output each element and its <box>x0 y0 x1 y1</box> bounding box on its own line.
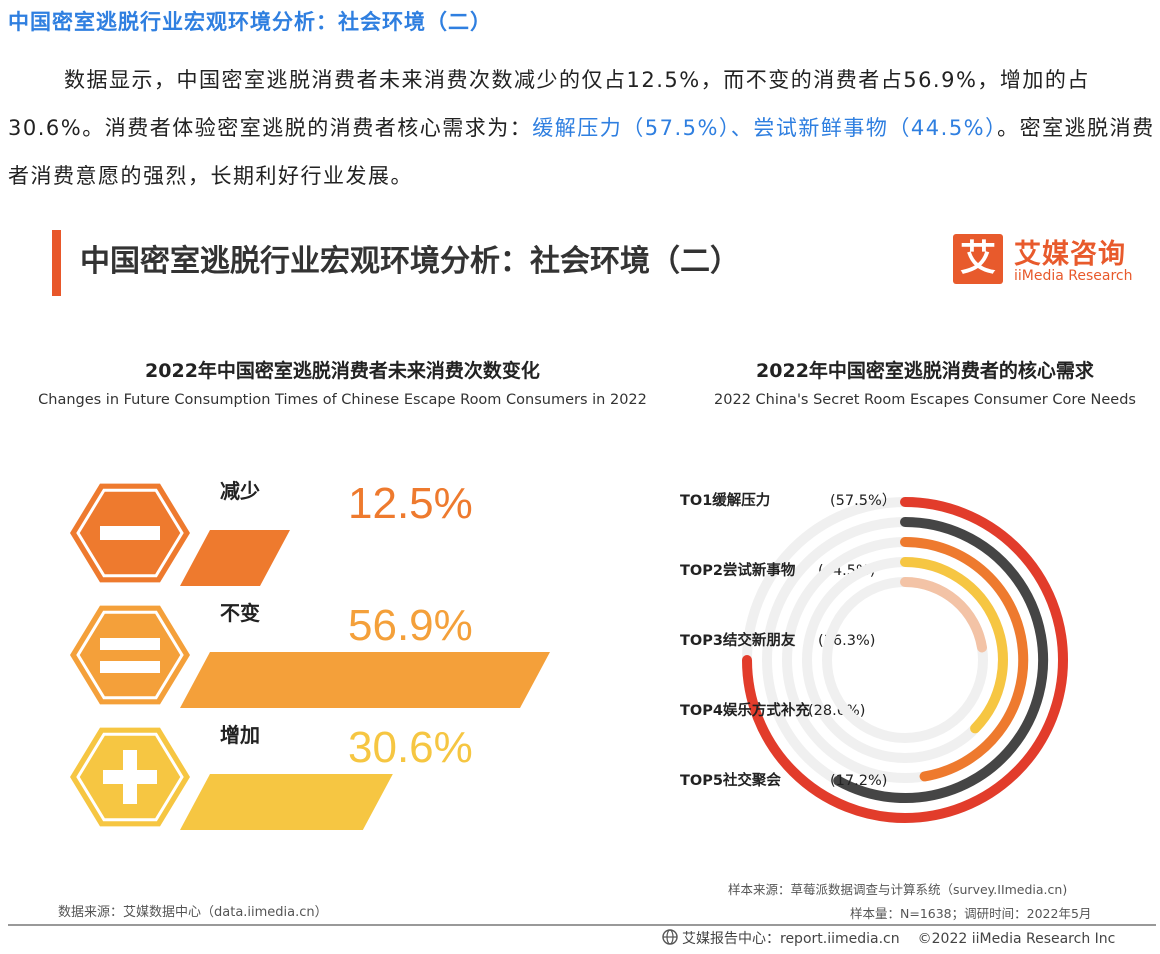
need-label: TOP3结交新朋友 <box>680 631 796 649</box>
title-accent-bar <box>52 230 61 296</box>
need-label: TO1缓解压力 <box>680 491 770 509</box>
ring-bar-3 <box>900 536 1029 782</box>
hexagon-outline <box>76 610 184 700</box>
need-value: (57.5%） <box>830 492 896 509</box>
left-chart-title: 2022年中国密室逃脱消费者未来消费次数变化 <box>145 360 540 382</box>
minus-icon <box>70 483 190 583</box>
right-chart-title: 2022年中国密室逃脱消费者的核心需求 <box>756 360 1094 382</box>
category-label: 不变 <box>220 601 260 625</box>
hexagon-outline <box>76 488 184 578</box>
globe-icon <box>662 929 678 945</box>
intro-text-end: 。密室逃脱消费者消费意愿的强烈，长期利好行业发展。 <box>8 116 1155 188</box>
logo-mark: 艾 <box>953 234 1003 284</box>
bar-3 <box>180 774 393 830</box>
data-source: 数据来源：艾媒数据中心（data.iimedia.cn） <box>58 905 328 920</box>
equals-stroke-top <box>100 638 160 650</box>
ring-bar-2 <box>833 517 1049 803</box>
equals-stroke-bottom <box>100 661 160 673</box>
logo-subtext: iiMedia Research <box>1014 268 1133 284</box>
need-label: TOP4娱乐方式补充 <box>680 701 810 719</box>
ring-bar-4 <box>900 557 1008 734</box>
copyright: ©2022 iiMedia Research Inc <box>917 931 1116 947</box>
logo-text: 艾媒咨询 <box>1014 239 1126 270</box>
value-label: 56.9% <box>348 601 473 650</box>
category-label: 减少 <box>220 479 260 503</box>
value-label: 30.6% <box>348 723 473 772</box>
left-chart-subtitle: Changes in Future Consumption Times of C… <box>38 392 647 408</box>
slide-title: 中国密室逃脱行业宏观环境分析：社会环境（二） <box>80 244 740 279</box>
footer-divider <box>8 924 1156 926</box>
plus-stroke-v <box>123 750 137 804</box>
intro-paragraph: 数据显示，中国密室逃脱消费者未来消费次数减少的仅占12.5%，而不变的消费者占5… <box>8 56 1156 200</box>
section-title: 中国密室逃脱行业宏观环境分析：社会环境（二） <box>8 10 492 34</box>
bar-2 <box>180 652 550 708</box>
intro-highlight: 缓解压力（57.5%）、尝试新鲜事物（44.5%） <box>532 116 998 140</box>
hexagon-shape <box>70 605 190 705</box>
minus-stroke <box>100 526 160 540</box>
value-label: 12.5% <box>348 479 473 528</box>
footer-credits: 艾媒报告中心：report.iimedia.cn ©2022 iiMedia Re… <box>662 928 1115 948</box>
intro-text: 数据显示，中国密室逃脱消费者未来消费次数减少的仅占12.5%，而不变的消费者占5… <box>8 68 1090 140</box>
sample-size: 样本量：N=1638；调研时间：2022年5月 <box>850 906 1092 921</box>
hexagon-outline <box>76 732 184 822</box>
bar-1 <box>180 530 290 586</box>
plus-icon <box>70 727 190 827</box>
report-center-link[interactable]: 艾媒报告中心：report.iimedia.cn <box>682 931 900 947</box>
equals-icon <box>70 605 190 705</box>
need-value: (17.2%) <box>830 773 887 789</box>
need-label: TOP2尝试新事物 <box>680 561 796 579</box>
right-chart-subtitle: 2022 China's Secret Room Escapes Consume… <box>714 392 1136 408</box>
sample-source: 样本来源：草莓派数据调查与计算系统（survey.IImedia.cn) <box>728 882 1068 897</box>
ring-bar-5 <box>900 577 987 653</box>
need-label: TOP5社交聚会 <box>680 771 781 789</box>
ring-bar-1 <box>742 497 1068 823</box>
category-label: 增加 <box>220 723 260 747</box>
